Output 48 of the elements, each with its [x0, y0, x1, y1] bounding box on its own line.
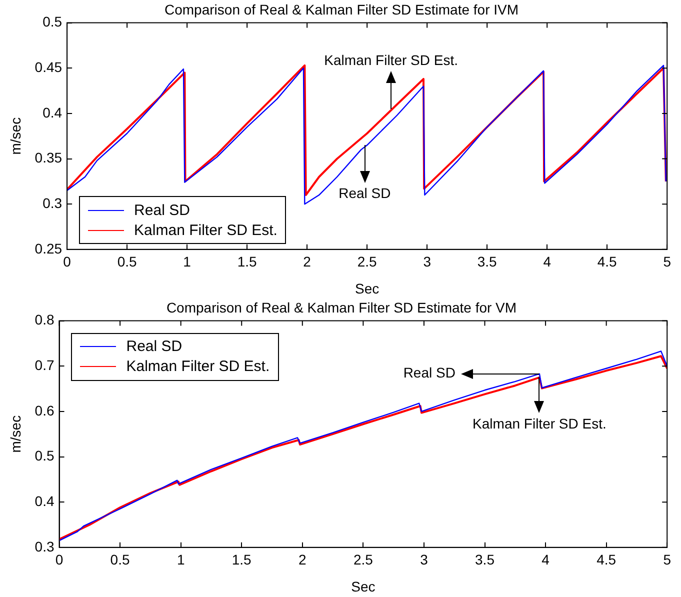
x-tick-label: 2 [298, 552, 306, 568]
y-tick-label: 0.5 [34, 448, 54, 464]
x-tick-label: 4 [543, 254, 552, 270]
legend-label: Real SD [134, 202, 190, 219]
x-tick-label: 4 [542, 552, 550, 568]
x-tick-label: 5 [663, 552, 672, 568]
chart-title: Comparison of Real & Kalman Filter SD Estimate for IVM [164, 1, 519, 18]
y-tick-label: 0.5 [42, 14, 62, 30]
legend-label: Kalman Filter SD Est. [126, 358, 270, 376]
y-tick-label: 0.4 [34, 492, 54, 509]
y-tick-label: 0.7 [34, 356, 54, 373]
y-tick-label: 0.6 [34, 402, 54, 418]
annotation: Kalman Filter SD Est. [472, 415, 606, 432]
x-tick-label: 1.5 [232, 552, 252, 568]
chart-title: Comparison of Real & Kalman Filter SD Estimate for VM [166, 299, 517, 316]
x-tick-label: 0.5 [117, 254, 137, 270]
y-tick-label: 0.8 [34, 312, 54, 328]
legend-label: Real SD [126, 338, 182, 356]
x-tick-label: 0 [55, 552, 64, 568]
y-tick-label: 0.3 [42, 194, 62, 211]
x-tick-label: 2 [303, 254, 312, 270]
x-tick-label: 1 [176, 552, 185, 568]
x-tick-label: 1.5 [237, 254, 258, 270]
x-tick-label: 0 [63, 254, 72, 270]
x-tick-label: 3 [420, 552, 428, 568]
x-tick-label: 3.5 [477, 254, 498, 270]
y-tick-label: 0.45 [34, 58, 62, 75]
x-tick-label: 2.5 [353, 552, 374, 568]
x-tick-label: 1 [183, 254, 192, 270]
x-tick-label: 4.5 [597, 254, 618, 270]
x-tick-label: 3 [423, 254, 432, 270]
x-tick-label: 3.5 [475, 552, 495, 568]
y-tick-label: 0.25 [34, 240, 62, 256]
legend-label: Kalman Filter SD Est. [134, 222, 278, 239]
y-axis-title: m/sec [7, 415, 24, 453]
x-axis-title: Sec [351, 578, 376, 594]
annotation: Real SD [338, 185, 391, 202]
x-tick-label: 2.5 [357, 254, 378, 270]
y-tick-label: 0.3 [34, 538, 54, 554]
x-axis-title: Sec [355, 280, 380, 296]
y-axis-title: m/sec [7, 117, 24, 155]
y-tick-label: 0.35 [34, 150, 62, 166]
x-tick-label: 4.5 [596, 552, 616, 568]
x-tick-label: 5 [663, 254, 672, 270]
y-tick-label: 0.4 [42, 104, 62, 120]
x-tick-label: 0.5 [110, 552, 130, 568]
annotation: Real SD [403, 364, 456, 381]
annotation: Kalman Filter SD Est. [324, 52, 458, 68]
